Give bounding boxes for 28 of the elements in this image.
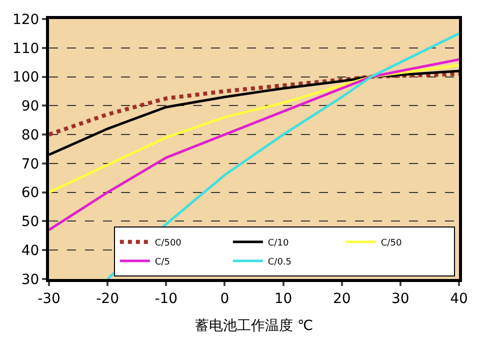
legend-label: C/50 (380, 238, 402, 248)
legend-label: C/5 (154, 257, 170, 268)
y-tick-label: 80 (21, 127, 40, 144)
y-tick-label: 110 (12, 40, 40, 57)
y-tick-label: 60 (21, 185, 40, 202)
legend-label: C/500 (154, 238, 182, 248)
x-tick-label: -20 (96, 290, 120, 307)
line-series (49, 72, 459, 137)
x-tick-label: 40 (450, 290, 468, 307)
line-series (49, 58, 459, 232)
x-tick-label: 0 (220, 290, 230, 307)
y-tick-label: 70 (21, 156, 40, 172)
y-tick-label: 30 (21, 272, 40, 288)
legend-label: C/0.5 (268, 257, 292, 268)
x-tick-label: -10 (154, 290, 178, 307)
y-tick-label: 40 (21, 243, 40, 260)
x-tick-label: 20 (332, 290, 351, 307)
x-tick-label: 30 (392, 290, 410, 307)
legend-label: C/10 (268, 238, 289, 248)
y-tick-label: 50 (21, 214, 40, 230)
y-tick-label: 90 (21, 98, 40, 115)
line-series (49, 70, 459, 156)
y-tick-label: 100 (12, 70, 40, 86)
x-tick-label: -30 (38, 290, 60, 307)
y-tick-label: 120 (12, 12, 40, 28)
x-tick-label: 10 (274, 290, 292, 307)
line-series (49, 64, 459, 194)
x-axis-title: 蓄电池工作温度 ℃ (194, 318, 314, 334)
